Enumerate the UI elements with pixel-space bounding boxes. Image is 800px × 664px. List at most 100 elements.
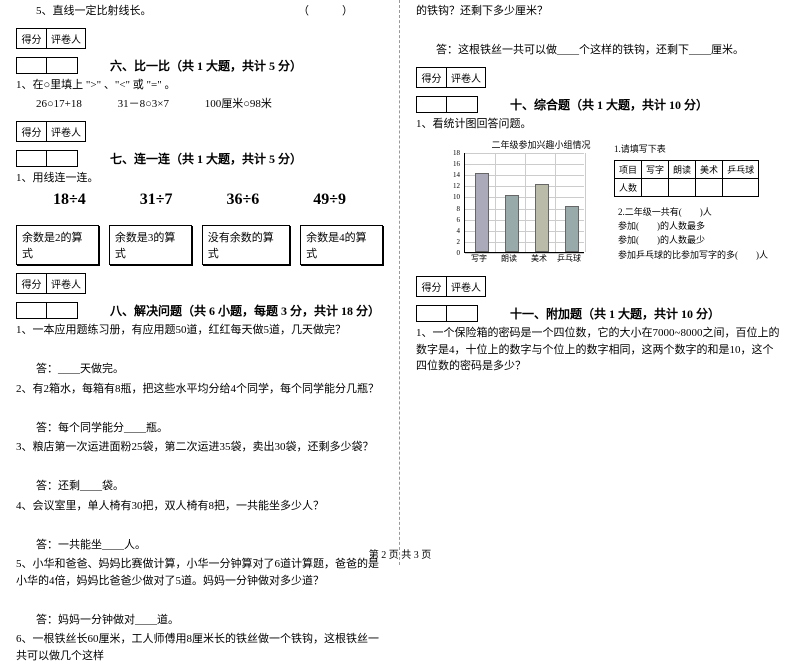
s8-q6: 6、一根铁丝长60厘米，工人师傅用8厘米长的铁丝做一个铁钩，这根铁丝一共可以做几… xyxy=(16,631,383,664)
th-3: 美术 xyxy=(696,160,723,178)
tag-0: 余数是2的算式 xyxy=(16,225,99,265)
page-footer: 第 2 页 共 3 页 xyxy=(0,546,800,561)
tag-row: 余数是2的算式 余数是3的算式 没有余数的算式 余数是4的算式 xyxy=(16,225,383,265)
s11-q1: 1、一个保险箱的密码是一个四位数，它的大小在7000~8000之间，百位上的数字… xyxy=(416,325,784,375)
q5-text: 5、直线一定比射线长。 xyxy=(36,3,152,20)
score-box-blank xyxy=(416,305,478,322)
blank-cell[interactable] xyxy=(17,303,47,318)
y-axis: 181614121086420 xyxy=(446,153,462,253)
th-2: 朗读 xyxy=(669,160,696,178)
s8-a5: 答：妈妈一分钟做对____道。 xyxy=(16,612,383,629)
s6-i0: 26○17+18 xyxy=(36,98,82,110)
bar-chart: 181614121086420 写字朗读美术乒乓球 xyxy=(446,153,596,268)
s8-q4: 4、会议室里，单人椅有30把，双人椅有8把，一共能坐多少人？ xyxy=(16,498,383,515)
blank-line xyxy=(16,342,383,359)
table-row: 项目 写字 朗读 美术 乒乓球 xyxy=(615,160,759,178)
tag-2: 没有余数的算式 xyxy=(202,225,290,265)
grader-label: 评卷人 xyxy=(47,122,85,141)
m1: 31÷7 xyxy=(140,191,173,209)
th-4: 乒乓球 xyxy=(723,160,759,178)
s6-i1: 31－8○3×7 xyxy=(118,98,169,110)
s8-a2: 答：每个同学能分____瓶。 xyxy=(16,420,383,437)
q5-paren: （ ） xyxy=(298,3,353,20)
blank-cell[interactable] xyxy=(47,303,77,318)
blank-line xyxy=(16,592,383,609)
grader-label: 评卷人 xyxy=(447,277,485,296)
score-row-7: 得分 评卷人 xyxy=(16,121,383,142)
s8-q3: 3、粮店第一次运进面粉25袋，第二次运进35袋，卖出30袋，还剩多少袋？ xyxy=(16,439,383,456)
score-row-8-blank: 八、解决问题（共 6 小题，每题 3 分，共计 18 分） xyxy=(16,302,383,319)
blank-cell[interactable] xyxy=(17,58,47,73)
chart-area: 二年级参加兴趣小组情况 181614121086420 写字朗读美术乒乓球 1.… xyxy=(446,138,784,268)
math-row: 18÷4 31÷7 36÷6 49÷9 xyxy=(16,189,383,211)
score-row-11: 得分 评卷人 xyxy=(416,276,784,297)
n3: 参加( )的人数最少 xyxy=(618,233,768,247)
blank-cell[interactable] xyxy=(723,178,759,196)
section-7-title: 七、连一连（共 1 大题，共计 5 分） xyxy=(110,150,302,167)
score-row-7-blank: 七、连一连（共 1 大题，共计 5 分） xyxy=(16,150,383,167)
blank-cell[interactable] xyxy=(642,178,669,196)
n1: 2.二年级一共有( )人 xyxy=(618,205,768,219)
th-1: 写字 xyxy=(642,160,669,178)
blank-cell[interactable] xyxy=(47,151,77,166)
grader-label: 评卷人 xyxy=(47,274,85,293)
blank-cell[interactable] xyxy=(417,97,447,112)
score-box-blank xyxy=(16,150,78,167)
blank-line xyxy=(16,459,383,476)
score-label: 得分 xyxy=(17,274,47,293)
score-box: 得分 评卷人 xyxy=(16,28,86,49)
side-notes: 2.二年级一共有( )人 参加( )的人数最多 参加( )的人数最少 参加乒乓球… xyxy=(614,205,768,263)
score-box-blank xyxy=(16,57,78,74)
blank-cell[interactable] xyxy=(417,306,447,321)
blank-cell[interactable] xyxy=(47,58,77,73)
blank-line xyxy=(416,23,784,40)
section-6-title: 六、比一比（共 1 大题，共计 5 分） xyxy=(110,57,302,74)
q6b: 的铁钩？还剩下多少厘米？ xyxy=(416,3,784,20)
s8-q2: 2、有2箱水，每箱有8瓶，把这些水平均分给4个同学，每个同学能分几瓶？ xyxy=(16,381,383,398)
blank-cell[interactable] xyxy=(17,151,47,166)
score-box-blank xyxy=(416,96,478,113)
s8-a1: 答：____天做完。 xyxy=(16,361,383,378)
s10-q1: 1、看统计图回答问题。 xyxy=(416,116,784,133)
m3: 49÷9 xyxy=(313,191,346,209)
m0: 18÷4 xyxy=(53,191,86,209)
plot-area xyxy=(464,153,584,253)
n2: 参加( )的人数最多 xyxy=(618,219,768,233)
n4: 参加乒乓球的比参加写字的多( )人 xyxy=(618,248,768,262)
tag-3: 余数是4的算式 xyxy=(300,225,383,265)
s6-q1: 1、在○里填上 ">" 、"<" 或 "=" 。 xyxy=(16,77,383,94)
score-label: 得分 xyxy=(417,68,447,87)
score-row-10: 得分 评卷人 xyxy=(416,67,784,88)
blank-cell[interactable] xyxy=(669,178,696,196)
s6-i2: 100厘米○98米 xyxy=(205,98,272,110)
blank-cell[interactable] xyxy=(447,97,477,112)
grader-label: 评卷人 xyxy=(447,68,485,87)
score-row-6-blank: 六、比一比（共 1 大题，共计 5 分） xyxy=(16,57,383,74)
x-labels: 写字朗读美术乒乓球 xyxy=(464,255,584,263)
score-box-blank xyxy=(16,302,78,319)
blank-cell[interactable] xyxy=(447,306,477,321)
score-box: 得分 评卷人 xyxy=(416,67,486,88)
blank-line xyxy=(16,400,383,417)
score-row-8: 得分 评卷人 xyxy=(16,273,383,294)
score-box: 得分 评卷人 xyxy=(416,276,486,297)
table-row: 人数 xyxy=(615,178,759,196)
score-label: 得分 xyxy=(417,277,447,296)
th-0: 项目 xyxy=(615,160,642,178)
s8-a3: 答：还剩____袋。 xyxy=(16,478,383,495)
blank-cell[interactable] xyxy=(696,178,723,196)
chart-title: 二年级参加兴趣小组情况 xyxy=(486,138,596,151)
side-table: 1.请填写下表 项目 写字 朗读 美术 乒乓球 人数 2.二年 xyxy=(614,140,768,268)
score-label: 得分 xyxy=(17,122,47,141)
section-11-title: 十一、附加题（共 1 大题，共计 10 分） xyxy=(510,305,720,322)
tag-1: 余数是3的算式 xyxy=(109,225,192,265)
s7-q1: 1、用线连一连。 xyxy=(16,170,383,187)
side-title: 1.请填写下表 xyxy=(614,143,768,157)
score-label: 得分 xyxy=(17,29,47,48)
stats-table: 项目 写字 朗读 美术 乒乓球 人数 xyxy=(614,160,759,197)
a6: 答：这根铁丝一共可以做____个这样的铁钩，还剩下____厘米。 xyxy=(416,42,784,59)
chart-wrap: 二年级参加兴趣小组情况 181614121086420 写字朗读美术乒乓球 xyxy=(446,138,596,268)
tr-label: 人数 xyxy=(615,178,642,196)
q5: 5、直线一定比射线长。 （ ） xyxy=(16,3,383,20)
score-row-6: 得分 评卷人 xyxy=(16,28,383,49)
